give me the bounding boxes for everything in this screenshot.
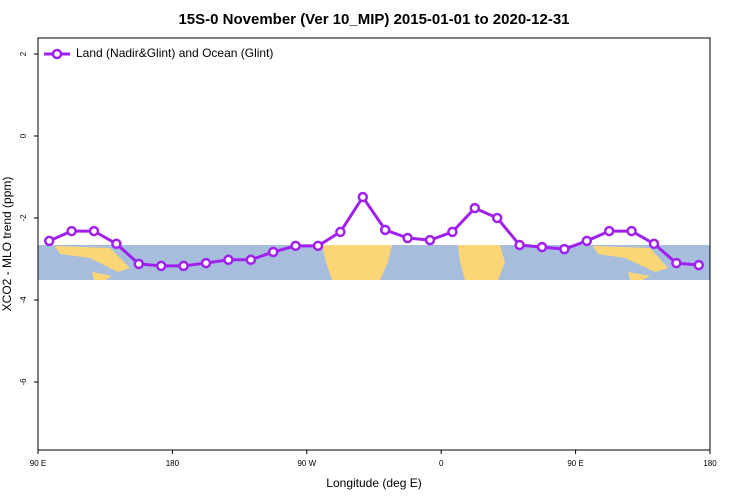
data-point: [267, 246, 279, 258]
data-point: [357, 191, 369, 203]
data-point: [88, 225, 100, 237]
y-tick-label: -6: [19, 378, 28, 386]
data-point: [200, 257, 212, 269]
data-point: [379, 224, 391, 236]
x-tick-label: 90 E: [567, 459, 583, 468]
data-point: [491, 212, 503, 224]
data-point: [447, 226, 458, 238]
data-point: [43, 235, 55, 247]
data-point: [111, 238, 122, 250]
data-point: [514, 239, 525, 251]
data-point: [671, 257, 682, 269]
legend-marker: [51, 48, 63, 60]
data-point: [223, 254, 234, 266]
y-tick-label: -2: [19, 214, 28, 222]
land: [628, 272, 650, 280]
plot-frame: [37, 37, 711, 451]
data-point: [178, 260, 189, 272]
land: [55, 246, 130, 272]
x-tick-label: 90 W: [297, 459, 316, 468]
x-tick-label: 180: [166, 459, 180, 468]
data-point: [402, 232, 413, 244]
chart-title: 15S-0 November (Ver 10_MIP) 2015-01-01 t…: [178, 11, 569, 28]
data-point: [469, 202, 481, 214]
data-point: [133, 258, 145, 270]
legend-label: Land (Nadir&Glint) and Ocean (Glint): [76, 46, 273, 60]
land: [593, 246, 668, 272]
data-point: [155, 260, 167, 272]
data-point: [66, 225, 77, 237]
data-point: [626, 225, 637, 237]
map-band: [38, 245, 710, 280]
y-tick-label: 0: [19, 133, 28, 138]
y-tick-label: -4: [19, 296, 28, 304]
x-tick-label: 0: [439, 459, 444, 468]
data-point: [245, 254, 257, 266]
data-point: [536, 241, 548, 253]
x-tick-label: 90 E: [30, 459, 46, 468]
data-point: [290, 240, 301, 252]
data-point: [693, 259, 705, 271]
data-point: [312, 240, 324, 252]
y-tick-label: 2: [19, 51, 28, 56]
land: [92, 272, 112, 280]
data-point: [648, 238, 660, 250]
data-point: [424, 234, 436, 246]
x-tick-label: 180: [703, 459, 717, 468]
land: [322, 245, 392, 280]
x-axis-label: Longitude (deg E): [326, 476, 421, 490]
y-axis-label: XCO2 - MLO trend (ppm): [0, 177, 14, 312]
data-point: [581, 235, 593, 247]
data-point: [559, 243, 570, 255]
land: [458, 245, 505, 280]
data-point: [603, 225, 615, 237]
data-point: [335, 226, 346, 238]
